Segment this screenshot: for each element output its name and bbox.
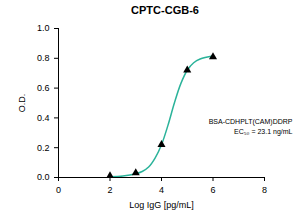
svg-text:4: 4 [159, 185, 164, 195]
svg-text:1.0: 1.0 [37, 23, 50, 33]
svg-text:0: 0 [56, 185, 61, 195]
svg-text:0.2: 0.2 [37, 143, 50, 153]
svg-text:Log IgG [pg/mL]: Log IgG [pg/mL] [129, 200, 194, 210]
svg-text:BSA-CDHPLT(CAM)DDRP: BSA-CDHPLT(CAM)DDRP [209, 118, 293, 126]
svg-text:0.8: 0.8 [37, 53, 50, 63]
svg-text:O.D.: O.D. [17, 94, 27, 113]
svg-text:0.4: 0.4 [37, 113, 50, 123]
svg-text:0.0: 0.0 [37, 172, 50, 182]
svg-text:8: 8 [262, 185, 267, 195]
svg-text:2: 2 [107, 185, 112, 195]
html-text:CPTC-CGB-6: CPTC-CGB-6 [131, 4, 199, 16]
svg-text:EC₅₀ = 23.1 ng/mL: EC₅₀ = 23.1 ng/mL [234, 128, 293, 136]
svg-text:0.6: 0.6 [37, 83, 50, 93]
svg-text:6: 6 [210, 185, 215, 195]
